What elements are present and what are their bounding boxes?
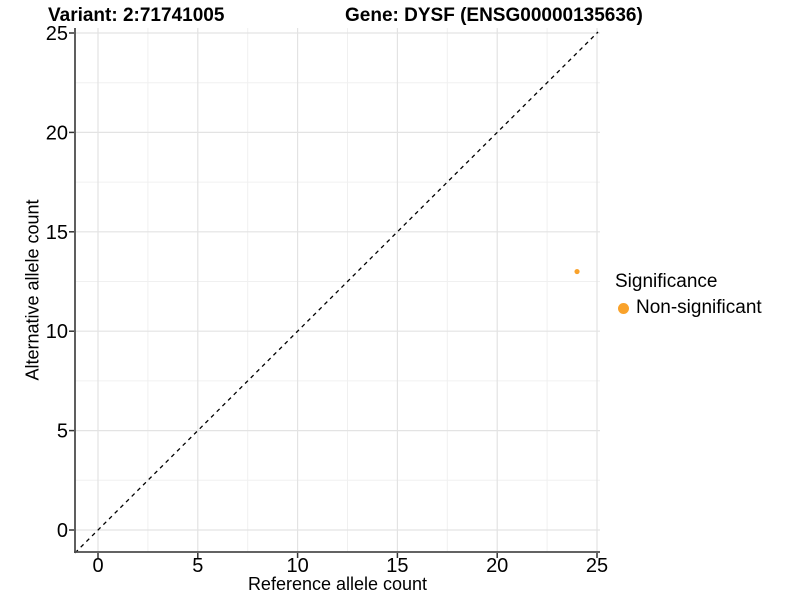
variant-title: Variant: 2:71741005 bbox=[48, 5, 225, 26]
svg-text:10: 10 bbox=[46, 321, 68, 343]
svg-text:5: 5 bbox=[192, 555, 203, 577]
y-axis-title: Alternative allele count bbox=[22, 199, 43, 381]
svg-text:0: 0 bbox=[92, 555, 103, 577]
svg-text:0: 0 bbox=[57, 520, 68, 542]
svg-text:15: 15 bbox=[386, 555, 408, 577]
svg-text:5: 5 bbox=[57, 421, 68, 443]
gene-title: Gene: DYSF (ENSG00000135636) bbox=[345, 5, 643, 26]
legend-item-non-significant: Non-significant bbox=[615, 297, 762, 319]
svg-text:20: 20 bbox=[46, 122, 68, 144]
svg-text:25: 25 bbox=[46, 23, 68, 45]
legend: Significance Non-significant bbox=[615, 270, 762, 319]
data-point bbox=[574, 268, 580, 275]
legend-item-label: Non-significant bbox=[636, 297, 762, 318]
svg-text:20: 20 bbox=[486, 555, 508, 577]
svg-text:10: 10 bbox=[286, 555, 308, 577]
x-axis-title: Reference allele count bbox=[247, 574, 428, 594]
legend-title: Significance bbox=[615, 271, 718, 292]
svg-text:15: 15 bbox=[46, 222, 68, 244]
legend-key-dot-icon bbox=[618, 302, 629, 314]
svg-text:25: 25 bbox=[586, 555, 608, 577]
